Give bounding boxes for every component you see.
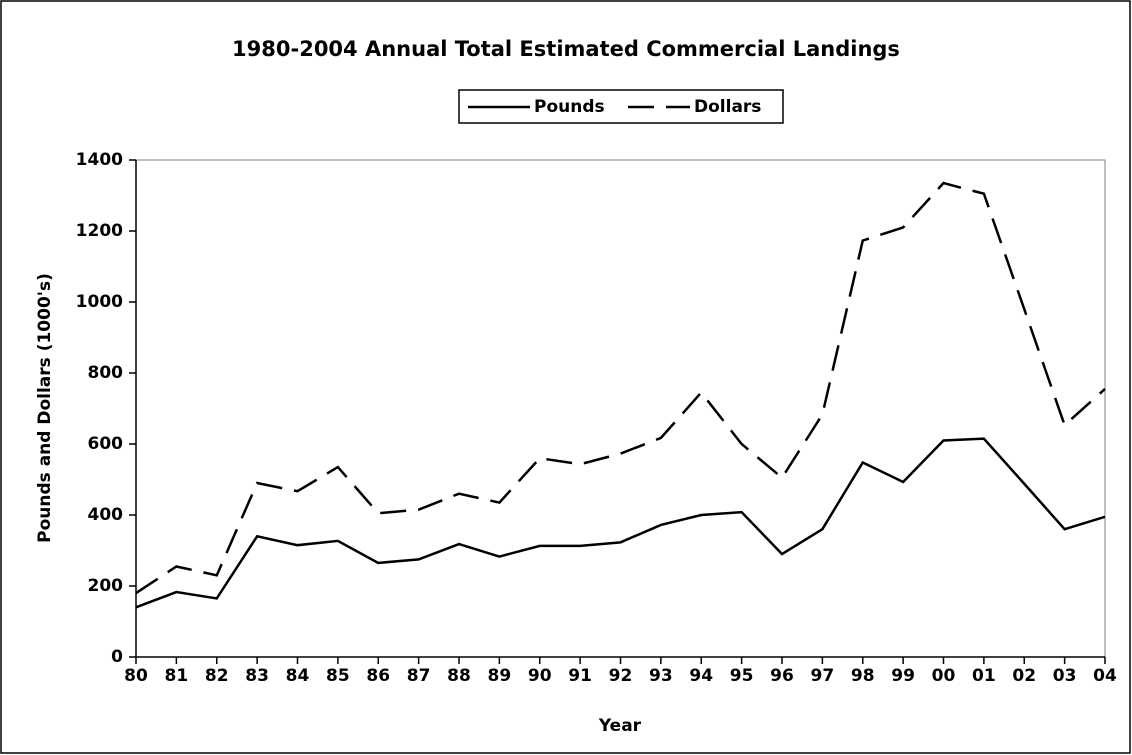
legend-label: Dollars <box>694 97 761 117</box>
chart-title: 1980-2004 Annual Total Estimated Commerc… <box>232 37 900 61</box>
y-tick-label: 1400 <box>76 150 123 170</box>
x-tick-label: 90 <box>528 666 552 686</box>
x-tick-label: 94 <box>689 666 713 686</box>
series-line <box>135 437 1106 609</box>
x-tick-label: 80 <box>124 666 148 686</box>
x-tick-label: 01 <box>972 666 996 686</box>
x-tick-label: 85 <box>326 666 350 686</box>
y-tick-label: 800 <box>88 363 124 383</box>
x-tick-label: 02 <box>1012 666 1036 686</box>
x-tick-label: 95 <box>730 666 754 686</box>
y-tick-label: 600 <box>88 434 124 454</box>
x-tick-label: 00 <box>932 666 956 686</box>
x-tick-label: 81 <box>165 666 189 686</box>
legend-label: Pounds <box>534 97 605 117</box>
y-tick-label: 0 <box>111 647 123 667</box>
x-tick-label: 99 <box>891 666 915 686</box>
x-tick-label: 96 <box>770 666 794 686</box>
x-tick-label: 88 <box>447 666 471 686</box>
x-tick-label: 84 <box>286 666 310 686</box>
x-tick-label: 91 <box>568 666 592 686</box>
y-tick-label: 200 <box>88 576 124 596</box>
x-tick-label: 97 <box>811 666 835 686</box>
y-tick-label: 400 <box>88 505 124 525</box>
series-line <box>135 181 1106 595</box>
y-tick-label: 1200 <box>76 221 123 241</box>
x-tick-label: 03 <box>1053 666 1077 686</box>
x-tick-label: 87 <box>407 666 431 686</box>
x-tick-label: 98 <box>851 666 875 686</box>
x-tick-label: 82 <box>205 666 229 686</box>
x-tick-label: 93 <box>649 666 673 686</box>
y-tick-label: 1000 <box>76 292 123 312</box>
y-axis-title: Pounds and Dollars (1000's) <box>35 273 55 543</box>
x-tick-label: 83 <box>245 666 269 686</box>
x-tick-label: 89 <box>488 666 512 686</box>
x-tick-label: 86 <box>366 666 390 686</box>
x-axis-title: Year <box>598 716 642 736</box>
x-tick-label: 04 <box>1093 666 1117 686</box>
x-tick-label: 92 <box>609 666 633 686</box>
